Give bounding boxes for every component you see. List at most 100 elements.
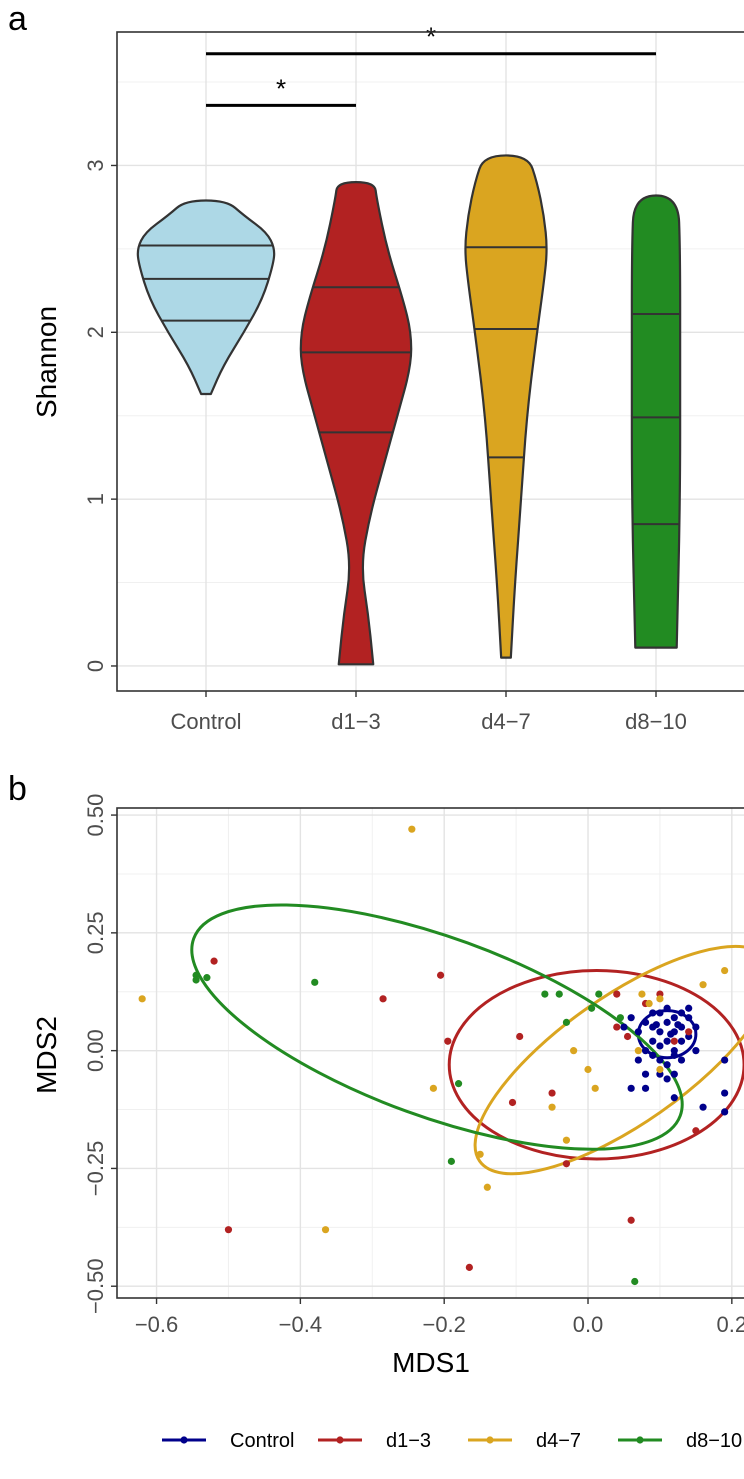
violin-2 <box>464 154 548 659</box>
panel-label-b: b <box>8 770 27 808</box>
point-Control <box>685 1014 693 1022</box>
violin-3 <box>630 194 682 649</box>
plot-a-border <box>116 31 744 692</box>
point-Control <box>699 1103 707 1111</box>
point-d4−7 <box>570 1047 578 1055</box>
mds-scatter-panel: −0.6 −0.4 −0.2 0.0 0.2 −0.50 −0.25 0.00 0.25 0.50… <box>31 794 744 1378</box>
point-Control <box>634 1028 642 1036</box>
point-Control <box>692 1023 700 1031</box>
point-d8−10 <box>203 974 211 982</box>
plot-a-violins <box>136 154 682 666</box>
point-d8−10 <box>555 990 563 998</box>
point-Control <box>721 1108 729 1116</box>
point-d8−10 <box>541 990 549 998</box>
x-tick-label: −0.4 <box>279 1312 322 1337</box>
legend-key-dot <box>180 1436 188 1444</box>
point-Control <box>663 1075 671 1083</box>
point-d8−10 <box>311 978 319 986</box>
point-Control <box>670 1051 678 1059</box>
point-Control <box>641 1070 650 1078</box>
point-Control <box>649 1009 657 1017</box>
point-d8−10 <box>588 1004 596 1012</box>
plot-b-points <box>138 825 729 1286</box>
point-d1−3 <box>562 1160 571 1168</box>
y-tick-label: 2 <box>83 326 108 338</box>
y-tick-label: 1 <box>83 493 108 505</box>
point-d1−3 <box>670 1037 678 1045</box>
ellipse-d1−3 <box>447 969 744 1161</box>
point-Control <box>670 1094 678 1102</box>
ellipse-d4−7 <box>473 944 744 1176</box>
point-Control <box>674 1021 682 1029</box>
point-Control <box>663 1037 671 1045</box>
x-tick-label: −0.2 <box>422 1312 465 1337</box>
legend-label: d1−3 <box>386 1430 431 1452</box>
plot-b-ticks: −0.6 −0.4 −0.2 0.0 0.2 −0.50 −0.25 0.00 0.25 0.50 <box>83 794 744 1337</box>
point-d4−7 <box>476 1150 484 1158</box>
x-tick-label: d4−7 <box>481 709 531 734</box>
significance-star: * <box>426 22 436 52</box>
point-d4−7 <box>699 981 707 989</box>
point-d4−7 <box>321 1226 330 1234</box>
point-Control <box>641 1084 650 1092</box>
point-d8−10 <box>616 1014 624 1022</box>
point-Control <box>667 1030 675 1038</box>
point-Control <box>670 1070 678 1078</box>
x-tick-label: 0.0 <box>573 1312 604 1337</box>
point-Control <box>627 1014 635 1022</box>
x-tick-label: 0.2 <box>717 1312 744 1337</box>
panel-label-a: a <box>8 0 27 38</box>
point-Control <box>641 1018 650 1026</box>
point-d4−7 <box>656 995 664 1003</box>
legend-key-dot <box>486 1436 494 1444</box>
point-d1−3 <box>548 1089 556 1097</box>
plot-b-border <box>116 807 744 1299</box>
point-d1−3 <box>444 1037 452 1045</box>
point-d1−3 <box>224 1226 233 1234</box>
point-d1−3 <box>627 1216 635 1224</box>
point-Control <box>656 1042 664 1050</box>
y-tick-label: 0 <box>83 660 108 672</box>
point-Control <box>721 1089 729 1097</box>
point-Control <box>663 1004 671 1012</box>
point-d8−10 <box>192 976 200 984</box>
plot-a-ticks: 0 1 2 3 Control d1−3 d4−7 d8−10 <box>83 159 687 734</box>
point-Control <box>692 1047 700 1055</box>
point-Control <box>656 1056 664 1064</box>
point-Control <box>656 1009 664 1017</box>
point-d4−7 <box>634 1047 642 1055</box>
legend: Control d1−3 d4−7 d8−10 <box>162 1430 742 1452</box>
point-d8−10 <box>562 1018 571 1026</box>
violin-1 <box>299 181 413 666</box>
point-Control <box>663 1061 671 1069</box>
point-d4−7 <box>548 1103 556 1111</box>
plot-b-ellipses <box>190 903 744 1176</box>
y-tick-label: 3 <box>83 159 108 171</box>
point-Control <box>627 1084 635 1092</box>
point-d1−3 <box>436 971 445 979</box>
x-tick-label: d1−3 <box>331 709 381 734</box>
point-d4−7 <box>591 1084 599 1092</box>
plot-b-grid <box>117 808 744 1298</box>
point-d4−7 <box>638 990 646 998</box>
point-d1−3 <box>685 1028 693 1036</box>
point-d8−10 <box>595 990 603 998</box>
point-d1−3 <box>623 1032 632 1041</box>
legend-label: Control <box>230 1430 294 1452</box>
point-d1−3 <box>210 957 218 965</box>
x-tick-label: Control <box>171 709 242 734</box>
point-Control <box>721 1056 729 1064</box>
point-Control <box>620 1023 628 1031</box>
point-d4−7 <box>483 1183 491 1191</box>
point-Control <box>677 1037 686 1045</box>
point-Control <box>656 1028 664 1036</box>
point-Control <box>685 1004 693 1012</box>
point-d1−3 <box>692 1127 700 1135</box>
point-d1−3 <box>613 1023 621 1031</box>
point-Control <box>670 1014 678 1022</box>
point-d4−7 <box>408 825 416 833</box>
point-Control <box>663 1018 671 1026</box>
ellipse-d8−10 <box>190 903 684 1151</box>
point-d1−3 <box>516 1032 524 1041</box>
